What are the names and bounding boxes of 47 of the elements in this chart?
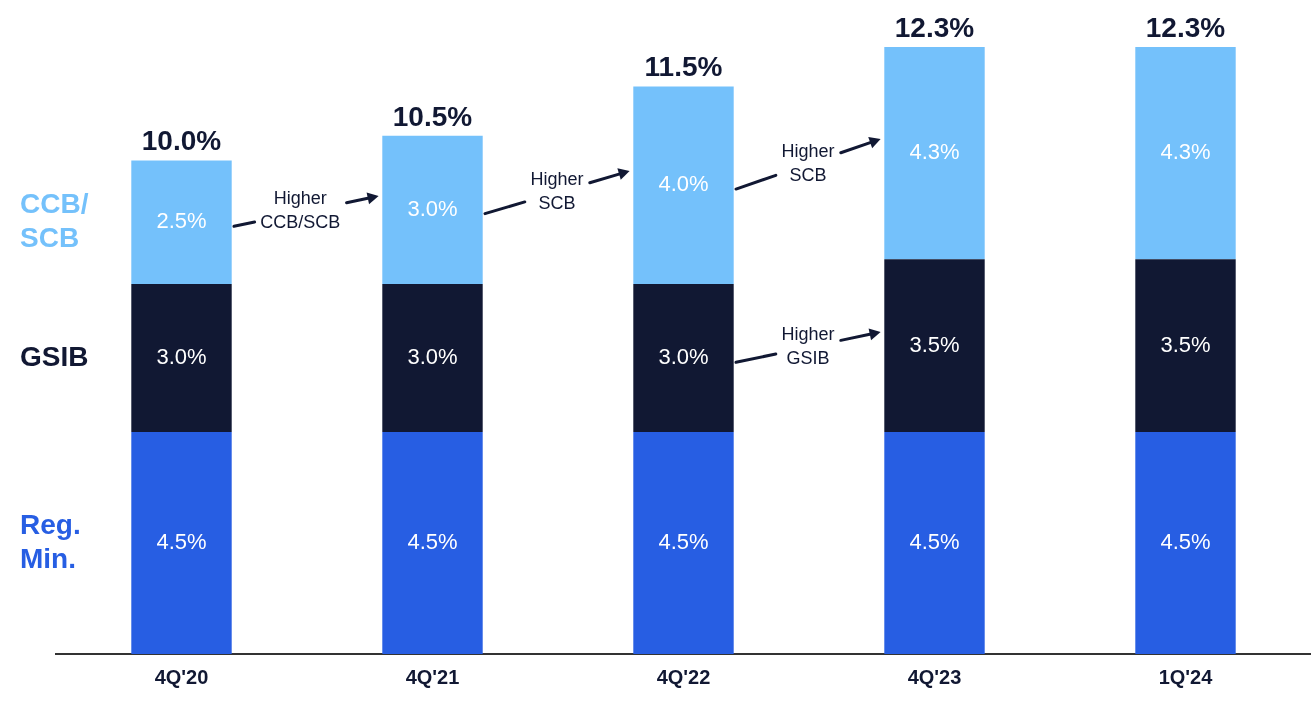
- bar: [382, 283, 483, 432]
- data-label: 3.5%: [909, 331, 960, 357]
- data-label: 4.5%: [658, 529, 709, 555]
- data-label: 4.0%: [658, 171, 709, 197]
- total-label: 12.3%: [1145, 11, 1226, 43]
- data-label: 4.3%: [1160, 139, 1211, 165]
- bar: [633, 431, 734, 654]
- total-label: 10.0%: [141, 125, 222, 157]
- annotation: Higher GSIB: [781, 323, 835, 368]
- annotation: Higher SCB: [530, 169, 584, 214]
- series-label: CCB/SCB: [20, 187, 89, 253]
- bar: [884, 259, 985, 432]
- data-label: 3.0%: [407, 195, 458, 221]
- x-tick-label: 1Q'24: [1158, 665, 1214, 688]
- data-label: 4.5%: [156, 529, 207, 555]
- series-label: Reg. Min.: [20, 508, 81, 574]
- bar: [1135, 259, 1236, 432]
- data-label: 3.0%: [407, 343, 458, 369]
- bar: [1135, 47, 1236, 260]
- bar: [131, 283, 232, 432]
- x-tick-label: 4Q'23: [907, 665, 962, 688]
- data-label: 4.5%: [909, 529, 960, 555]
- bar: [382, 135, 483, 284]
- total-label: 12.3%: [894, 11, 975, 43]
- data-label: 4.3%: [909, 139, 960, 165]
- bar: [633, 283, 734, 432]
- bar: [884, 47, 985, 260]
- total-label: 11.5%: [644, 51, 723, 83]
- data-label: 3.0%: [156, 343, 207, 369]
- x-tick-label: 4Q'20: [154, 665, 209, 688]
- data-label: 3.5%: [1160, 331, 1211, 357]
- total-label: 10.5%: [392, 100, 473, 132]
- series-label: GSIB: [20, 340, 89, 372]
- bar: [1135, 431, 1236, 654]
- bar: [131, 431, 232, 654]
- bar: [131, 160, 232, 284]
- annotation: Higher CCB/SCB: [260, 187, 341, 232]
- x-tick-label: 4Q'21: [405, 665, 460, 688]
- annotation: Higher SCB: [781, 141, 835, 186]
- data-label: 4.5%: [1160, 529, 1211, 555]
- bar: [382, 431, 483, 654]
- data-label: 4.5%: [407, 529, 458, 555]
- data-label: 2.5%: [156, 208, 207, 234]
- bar: [633, 86, 734, 284]
- x-tick-label: 4Q'22: [656, 665, 711, 688]
- bar: [884, 431, 985, 654]
- data-label: 3.0%: [658, 343, 709, 369]
